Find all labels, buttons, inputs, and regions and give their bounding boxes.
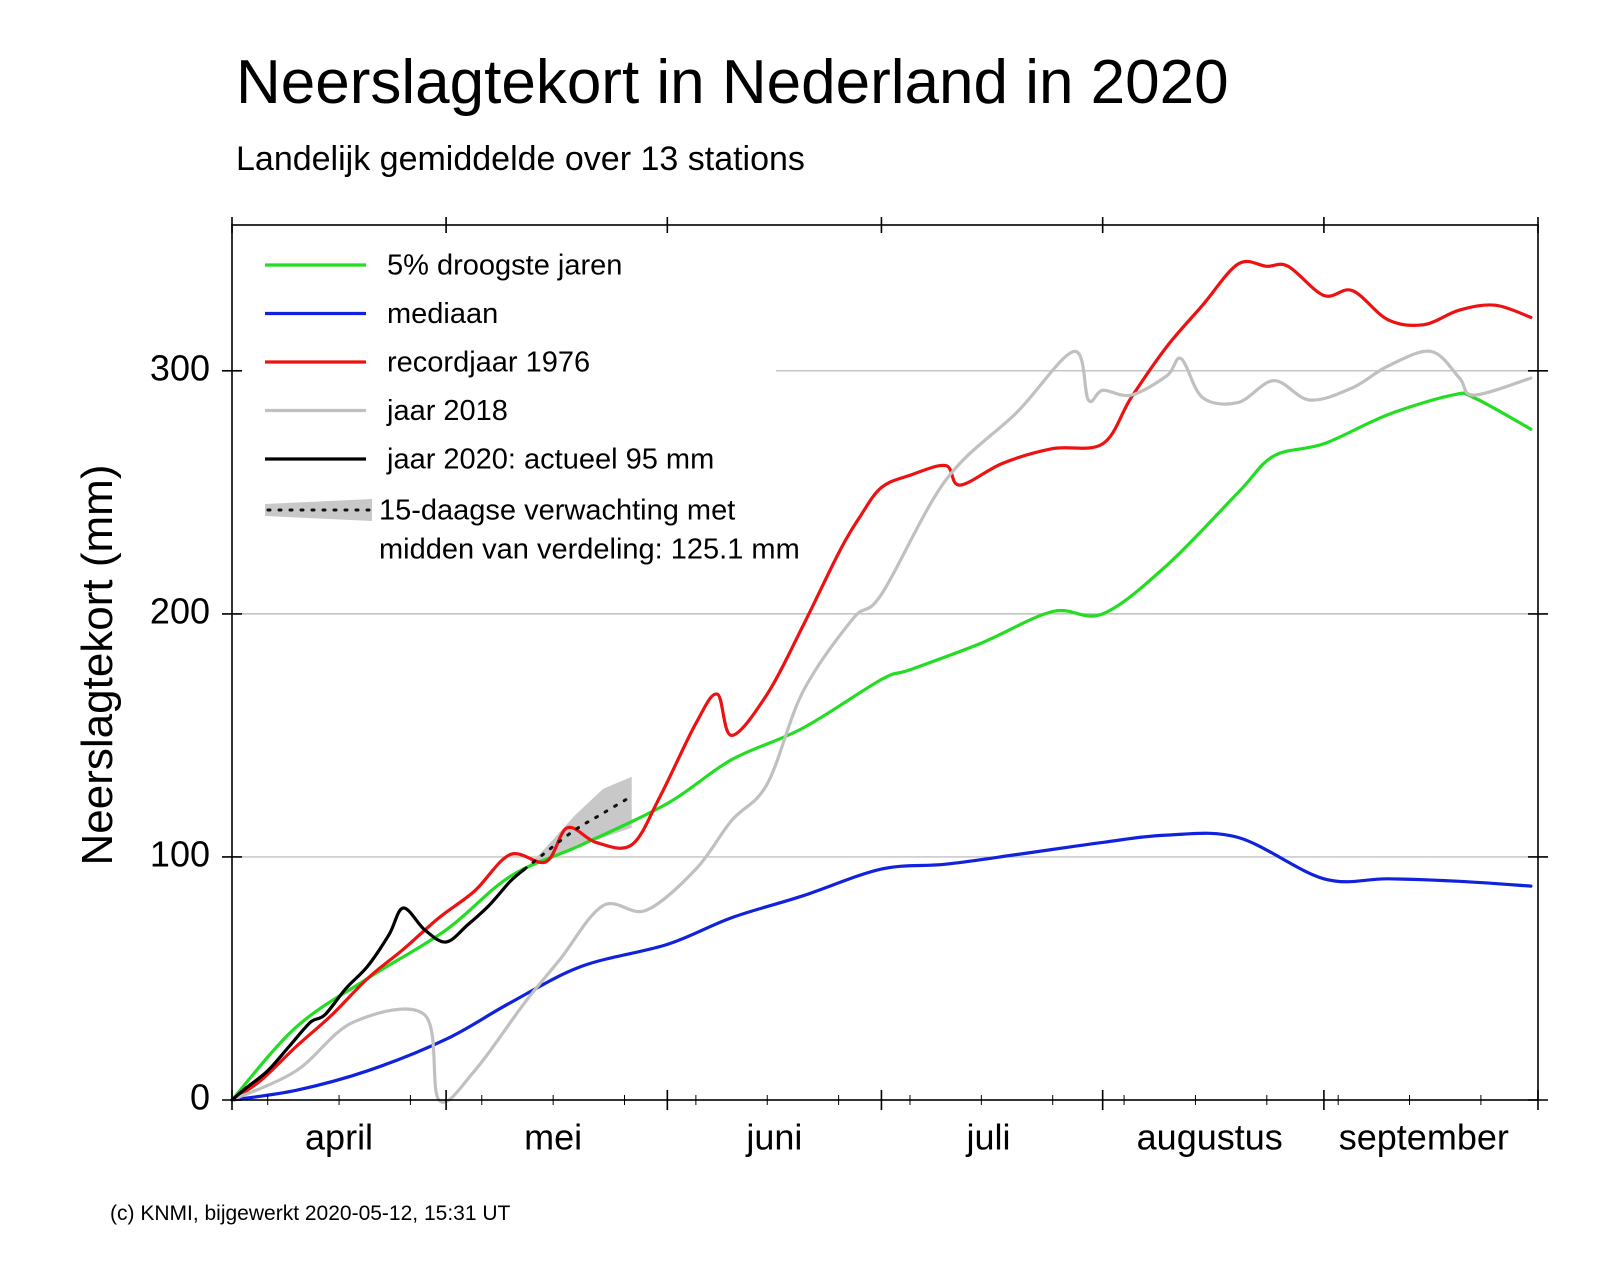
x-tick-label-mei: mei bbox=[524, 1117, 582, 1158]
y-tick-label-200: 200 bbox=[150, 590, 210, 631]
chart-subtitle: Landelijk gemiddelde over 13 stations bbox=[236, 140, 805, 178]
x-tick-label-augustus: augustus bbox=[1137, 1117, 1283, 1158]
plot-frame bbox=[231, 224, 1539, 1101]
y-tick-label-0: 0 bbox=[190, 1077, 210, 1118]
series-line-2 bbox=[230, 831, 1533, 1102]
series-line-1 bbox=[230, 391, 1533, 1102]
chart-title: Neerslagtekort in Nederland in 2020 bbox=[236, 48, 1229, 117]
footer-credit: (c) KNMI, bijgewerkt 2020-05-12, 15:31 U… bbox=[110, 1202, 511, 1225]
legend-label-forecast-line2: midden van verdeling: 125.1 mm bbox=[379, 534, 800, 566]
x-tick-label-april: april bbox=[305, 1117, 373, 1158]
legend-label-3: recordjaar 1976 bbox=[387, 347, 590, 379]
legend-label-2: mediaan bbox=[387, 298, 498, 330]
y-tick-label-100: 100 bbox=[150, 833, 210, 874]
legend-swatch-forecast bbox=[265, 499, 372, 521]
series-layer bbox=[230, 259, 1533, 1104]
y-axis-label: Neerslagtekort (mm) bbox=[73, 465, 122, 866]
legend-label-forecast: 15-daagse verwachting met bbox=[379, 495, 735, 527]
x-tick-label-juni: juni bbox=[745, 1117, 802, 1158]
legend-label-4: jaar 2018 bbox=[386, 395, 508, 427]
legend: 5% droogste jaren mediaan recordjaar 1976 j… bbox=[265, 250, 800, 566]
series-line-3 bbox=[230, 259, 1533, 1102]
y-tick-label-300: 300 bbox=[150, 347, 210, 388]
x-tick-label-juli: juli bbox=[965, 1117, 1010, 1158]
axes: 0 100 200 300 april mei juni juli augustus septem… bbox=[150, 217, 1548, 1158]
legend-label-5: jaar 2020: actueel 95 mm bbox=[386, 444, 714, 476]
series-line-4 bbox=[230, 349, 1533, 1104]
x-tick-label-september: september bbox=[1339, 1117, 1509, 1158]
series-line-5 bbox=[230, 867, 527, 1102]
legend-label-1: 5% droogste jaren bbox=[387, 250, 622, 282]
forecast-band-layer bbox=[524, 776, 632, 870]
forecast-band bbox=[524, 776, 632, 870]
